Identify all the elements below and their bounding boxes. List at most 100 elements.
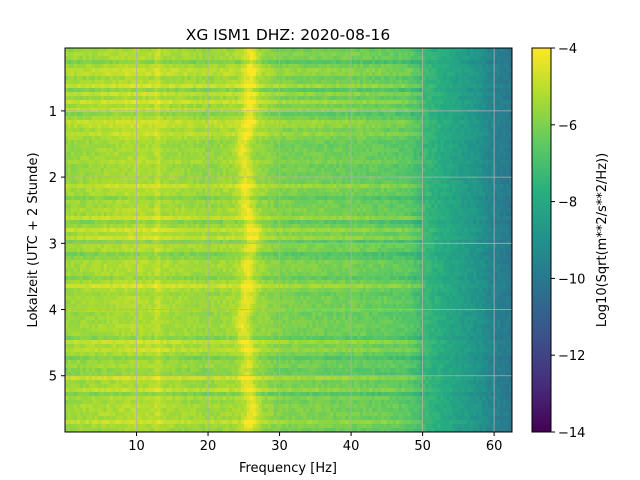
heatmap-cell — [398, 72, 403, 77]
heatmap-cell — [324, 116, 328, 121]
heatmap-cell — [479, 96, 483, 101]
heatmap-cell — [440, 84, 445, 89]
heatmap-cell — [100, 48, 105, 53]
heatmap-cell — [482, 88, 486, 93]
heatmap-cell — [148, 84, 153, 89]
heatmap-cell — [303, 56, 307, 61]
heatmap-cell — [136, 100, 141, 105]
heatmap-cell — [199, 88, 203, 93]
heatmap-cell — [249, 76, 254, 81]
heatmap-cell — [306, 96, 310, 101]
heatmap-cell — [205, 60, 209, 65]
heatmap-cell — [336, 88, 340, 93]
heatmap-cell — [482, 60, 486, 65]
heatmap-cell — [467, 96, 471, 101]
heatmap-cell — [386, 92, 391, 97]
heatmap-cell — [503, 80, 507, 85]
heatmap-cell — [181, 48, 185, 53]
heatmap-cell — [73, 92, 78, 97]
heatmap-cell — [106, 92, 111, 97]
heatmap-cell — [252, 68, 257, 73]
heatmap-cell — [404, 116, 409, 121]
heatmap-cell — [434, 84, 439, 89]
heatmap-cell — [85, 48, 90, 53]
heatmap-cell — [303, 88, 307, 93]
heatmap-cell — [222, 120, 227, 125]
heatmap-cell — [246, 48, 251, 53]
heatmap-cell — [458, 76, 462, 81]
heatmap-cell — [470, 92, 474, 97]
heatmap-cell — [196, 108, 200, 113]
heatmap-cell — [88, 68, 93, 73]
heatmap-cell — [121, 48, 126, 53]
heatmap-cell — [318, 104, 322, 109]
heatmap-cell — [440, 72, 445, 77]
heatmap-cell — [76, 84, 81, 89]
heatmap-cell — [65, 52, 69, 57]
heatmap-cell — [166, 48, 170, 53]
heatmap-cell — [300, 52, 304, 57]
heatmap-cell — [279, 88, 284, 93]
heatmap-cell — [145, 96, 150, 101]
heatmap-cell — [321, 68, 325, 73]
heatmap-cell — [139, 104, 144, 109]
heatmap-cell — [368, 116, 373, 121]
heatmap-cell — [214, 88, 218, 93]
heatmap-cell — [172, 104, 176, 109]
heatmap-cell — [79, 56, 84, 61]
heatmap-cell — [273, 88, 278, 93]
heatmap-cell — [357, 72, 361, 77]
heatmap-cell — [327, 92, 331, 97]
heatmap-cell — [130, 88, 135, 93]
heatmap-cell — [365, 104, 370, 109]
heatmap-cell — [354, 88, 358, 93]
heatmap-cell — [187, 92, 191, 97]
heatmap-cell — [97, 80, 102, 85]
heatmap-cell — [225, 64, 230, 69]
heatmap-cell — [348, 96, 352, 101]
heatmap-cell — [491, 92, 495, 97]
heatmap-cell — [395, 104, 400, 109]
heatmap-cell — [65, 68, 69, 73]
heatmap-cell — [354, 80, 358, 85]
heatmap-cell — [321, 84, 325, 89]
heatmap-cell — [294, 60, 299, 65]
heatmap-cell — [291, 108, 296, 113]
heatmap-cell — [82, 112, 87, 117]
heatmap-cell — [181, 68, 185, 73]
heatmap-cell — [246, 112, 251, 117]
heatmap-cell — [169, 112, 173, 117]
heatmap-cell — [339, 56, 343, 61]
heatmap-cell — [363, 60, 367, 65]
heatmap-cell — [339, 108, 343, 113]
heatmap-cell — [291, 120, 296, 125]
heatmap-cell — [184, 88, 188, 93]
heatmap-cell — [243, 112, 248, 117]
heatmap-cell — [228, 80, 233, 85]
heatmap-cell — [470, 116, 474, 121]
heatmap-cell — [440, 104, 445, 109]
heatmap-cell — [365, 100, 370, 105]
heatmap-cell — [509, 56, 512, 61]
heatmap-cell — [461, 92, 465, 97]
heatmap-cell — [333, 64, 337, 69]
heatmap-cell — [300, 56, 304, 61]
heatmap-cell — [267, 96, 272, 101]
heatmap-cell — [345, 72, 349, 77]
heatmap-cell — [464, 56, 468, 61]
heatmap-cell — [270, 88, 275, 93]
heatmap-cell — [458, 68, 462, 73]
heatmap-cell — [121, 52, 126, 57]
heatmap-cell — [79, 108, 84, 113]
heatmap-cell — [422, 108, 427, 113]
heatmap-cell — [389, 60, 394, 65]
heatmap-cell — [318, 88, 322, 93]
heatmap-cell — [178, 76, 182, 81]
heatmap-cell — [115, 48, 120, 53]
heatmap-cell — [506, 88, 510, 93]
heatmap-cell — [91, 48, 96, 53]
heatmap-cell — [434, 60, 439, 65]
heatmap-cell — [449, 96, 453, 101]
heatmap-cell — [240, 60, 245, 65]
heatmap-cell — [357, 48, 361, 53]
